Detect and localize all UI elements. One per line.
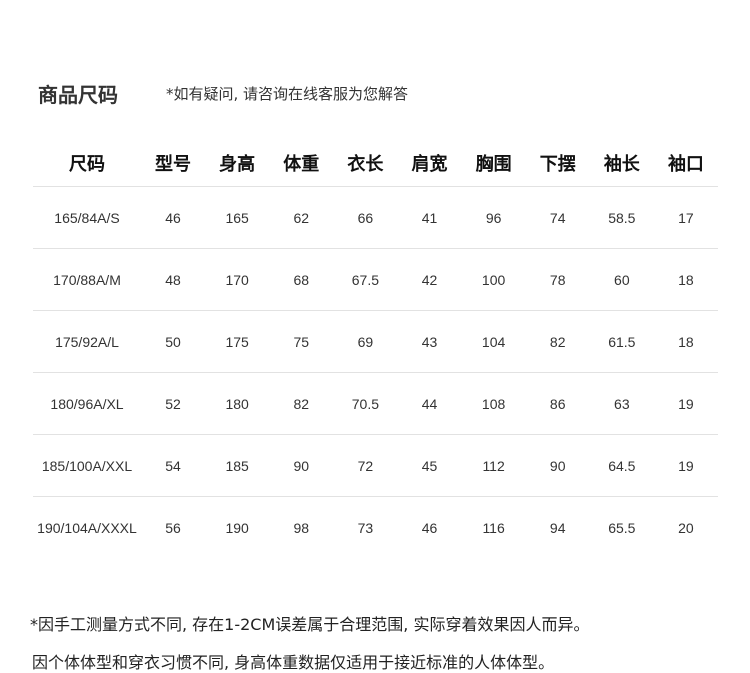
table-cell: 69 [357,333,374,350]
table-cell: 46 [165,209,181,226]
table-cell: 116 [482,519,505,536]
table-cell: 19 [678,395,694,412]
table-cell: 68 [293,271,310,288]
table-cell: 170 [225,271,249,288]
table-cell: 70.5 [351,395,379,412]
table-row: 175/92A/L 50 175 75 69 43 104 82 61.5 18 [33,311,718,373]
table-row: 180/96A/XL 52 180 82 70.5 44 108 86 63 19 [33,373,718,435]
table-cell: 61.5 [608,333,636,350]
column-header: 身高 [219,154,256,175]
table-cell: 50 [165,333,181,350]
table-cell: 52 [165,395,181,412]
column-header: 袖长 [603,154,640,175]
table-cell: 175/92A/L [55,333,119,350]
table-cell: 175 [225,333,249,350]
column-header: 肩宽 [411,154,448,175]
table-cell: 64.5 [608,457,636,474]
table-row: 165/84A/S 46 165 62 66 41 96 74 58.5 17 [33,187,718,249]
table-cell: 104 [481,333,506,350]
table-cell: 94 [549,519,566,536]
table-cell: 98 [293,519,310,536]
table-cell: 66 [357,209,374,226]
help-note: *如有疑问, 请咨询在线客服为您解答 [166,85,409,103]
table-cell: 96 [485,209,502,226]
table-cell: 54 [165,457,181,474]
table-cell: 165 [225,209,249,226]
table-cell: 41 [421,209,438,226]
section-title: 商品尺码 [38,83,118,107]
table-cell: 90 [293,457,310,474]
table-cell: 72 [357,457,374,474]
table-cell: 190/104A/XXXL [37,519,137,536]
table-cell: 18 [678,333,694,350]
table-cell: 78 [549,271,566,288]
table-row: 185/100A/XXL 54 185 90 72 45 112 90 64.5 19 [33,435,718,497]
table-cell: 165/84A/S [54,209,120,226]
table-cell: 56 [165,519,181,536]
table-cell: 43 [421,333,438,350]
table-cell: 100 [481,271,506,288]
table-row: 190/104A/XXXL 56 190 98 73 46 116 94 65.5 20 [33,497,718,558]
column-header: 袖口 [667,154,704,175]
column-header: 型号 [155,154,192,175]
table-cell: 190 [225,519,249,536]
table-cell: 185 [225,457,249,474]
table-cell: 108 [481,395,506,412]
table-cell: 180/96A/XL [50,395,124,412]
table-row: 170/88A/M 48 170 68 67.5 42 100 78 60 18 [33,249,718,311]
table-cell: 82 [549,333,566,350]
table-cell: 44 [421,395,438,412]
column-header: 尺码 [69,154,105,175]
table-cell: 58.5 [608,209,636,226]
table-cell: 73 [357,519,374,536]
table-cell: 75 [293,333,310,350]
table-cell: 185/100A/XXL [41,457,133,474]
table-cell: 42 [421,271,438,288]
table-cell: 74 [549,209,566,226]
table-cell: 82 [293,395,310,412]
table-cell: 170/88A/M [53,271,121,288]
column-header: 胸围 [475,154,512,175]
table-cell: 65.5 [608,519,636,536]
table-cell: 20 [678,519,694,536]
table-cell: 48 [165,271,181,288]
table-cell: 18 [678,271,694,288]
column-header: 衣长 [347,154,384,175]
table-header-row: 尺码 型号 身高 体重 衣长 肩宽 胸围 下摆 袖长 袖口 [33,140,718,187]
table-cell: 112 [482,457,505,474]
table-cell: 17 [678,209,694,226]
table-cell: 62 [293,209,310,226]
table-cell: 67.5 [351,271,379,288]
table-cell: 60 [614,271,630,288]
table-cell: 19 [678,457,694,474]
footnote-2: 因个体体型和穿衣习惯不同, 身高体重数据仅适用于接近标准的人体体型。 [32,653,555,672]
table-cell: 46 [421,519,438,536]
table-cell: 180 [225,395,249,412]
size-table: 尺码 型号 身高 体重 衣长 肩宽 胸围 下摆 袖长 袖口 165/84A/S 46 165 62 66 4… [33,140,718,558]
table-cell: 63 [614,395,630,412]
footnote-1: *因手工测量方式不同, 存在1-2CM误差属于合理范围, 实际穿着效果因人而异。 [30,615,590,634]
column-header: 下摆 [539,154,576,175]
column-header: 体重 [283,154,320,175]
table-cell: 45 [421,457,438,474]
table-cell: 86 [549,395,566,412]
table-cell: 90 [549,457,566,474]
